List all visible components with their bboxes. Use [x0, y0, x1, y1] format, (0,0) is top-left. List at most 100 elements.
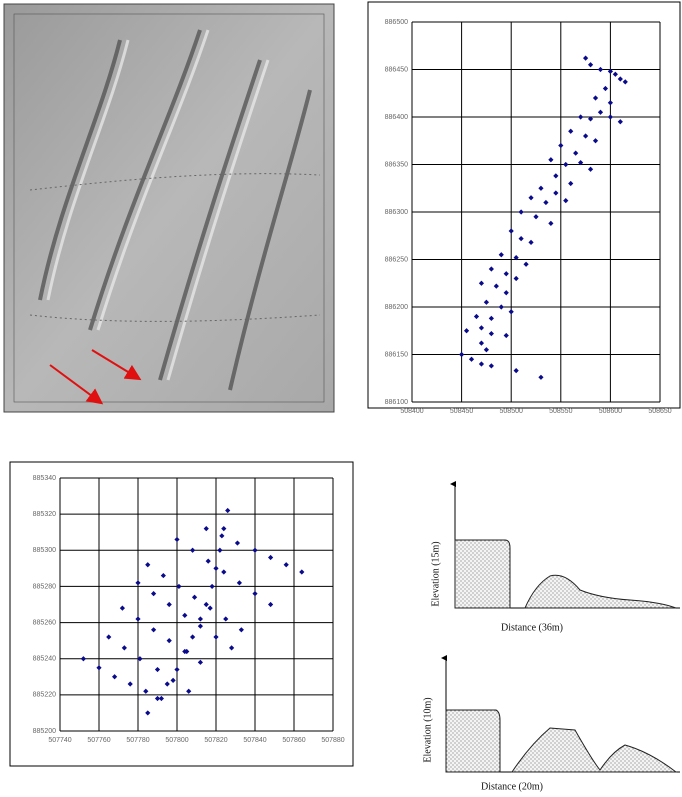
- y-tick-label: 886500: [385, 19, 408, 26]
- point: [160, 572, 166, 579]
- point: [137, 656, 143, 662]
- y-tick-label: 886300: [385, 209, 408, 216]
- point: [119, 605, 125, 611]
- point: [191, 594, 198, 600]
- x-tick-label: 507840: [243, 737, 266, 744]
- point: [483, 299, 489, 305]
- point: [513, 275, 519, 282]
- point: [238, 627, 244, 633]
- point: [229, 645, 235, 651]
- x-tick-label: 508400: [400, 408, 423, 415]
- x-tick-label: 507820: [204, 737, 227, 744]
- point: [528, 239, 534, 245]
- point: [234, 540, 241, 546]
- point: [158, 695, 164, 702]
- y-tick-label: 885200: [33, 728, 56, 735]
- point: [96, 665, 102, 671]
- x-tick-label: 507740: [48, 737, 71, 744]
- point: [205, 558, 211, 564]
- point: [607, 114, 613, 120]
- relief-map: [3, 3, 335, 413]
- point: [268, 601, 274, 608]
- x-tick-label: 507760: [87, 737, 110, 744]
- y-tick-label: 886100: [385, 399, 408, 406]
- point: [459, 351, 465, 358]
- point: [197, 616, 203, 622]
- point: [145, 562, 151, 568]
- point: [498, 304, 504, 310]
- y-tick-label: 885300: [33, 547, 56, 554]
- x-tick-label: 507860: [282, 737, 305, 744]
- x-tick-label: 508600: [599, 408, 622, 415]
- point: [252, 547, 258, 553]
- point: [493, 283, 499, 289]
- point: [143, 688, 149, 694]
- point: [488, 331, 494, 337]
- point: [478, 325, 485, 331]
- point: [182, 648, 188, 655]
- point: [478, 340, 485, 346]
- y-tick-label: 885260: [33, 619, 56, 626]
- point: [106, 634, 112, 640]
- point: [223, 616, 229, 622]
- point: [209, 583, 215, 590]
- point: [587, 166, 594, 172]
- point: [80, 656, 86, 662]
- point: [612, 71, 618, 77]
- point: [197, 659, 203, 665]
- point: [478, 280, 485, 286]
- x-tick-label: 507880: [321, 737, 344, 744]
- point: [225, 507, 231, 514]
- point: [622, 79, 628, 85]
- point: [112, 674, 118, 680]
- point: [498, 252, 504, 258]
- point: [203, 526, 209, 532]
- point: [268, 554, 274, 561]
- point: [602, 85, 609, 92]
- point: [135, 580, 141, 586]
- y-tick-label: 886400: [385, 114, 408, 121]
- y-tick-label: 885280: [33, 583, 56, 590]
- point: [176, 583, 182, 590]
- point: [121, 645, 127, 651]
- point: [174, 536, 180, 543]
- y-tick-label: 886200: [385, 304, 408, 311]
- point: [607, 68, 613, 74]
- point: [583, 133, 589, 139]
- point: [166, 601, 172, 608]
- point: [166, 638, 172, 644]
- y-axis-label: Elevation (15m): [430, 541, 441, 606]
- point: [197, 623, 203, 629]
- point: [252, 591, 258, 597]
- point: [207, 605, 213, 611]
- point: [135, 616, 141, 622]
- point: [553, 173, 559, 179]
- point: [563, 161, 569, 168]
- point: [503, 332, 509, 339]
- point: [508, 309, 514, 315]
- point: [578, 160, 584, 166]
- point: [219, 533, 225, 539]
- point: [151, 591, 157, 597]
- point: [558, 142, 564, 149]
- y-axis-label: Elevation (10m): [422, 697, 433, 762]
- point: [154, 695, 161, 702]
- point: [213, 634, 219, 640]
- point: [463, 328, 470, 334]
- point: [488, 363, 494, 369]
- point: [468, 356, 475, 362]
- point: [299, 569, 305, 575]
- point: [170, 677, 176, 683]
- point: [553, 190, 559, 196]
- chart-frame: [9, 461, 354, 767]
- point: [563, 198, 569, 204]
- y-tick-label: 886250: [385, 256, 408, 263]
- point: [503, 290, 509, 296]
- y-tick-label: 885320: [33, 511, 56, 518]
- point: [154, 666, 161, 673]
- point: [568, 180, 574, 187]
- point: [592, 138, 599, 144]
- point: [583, 55, 589, 61]
